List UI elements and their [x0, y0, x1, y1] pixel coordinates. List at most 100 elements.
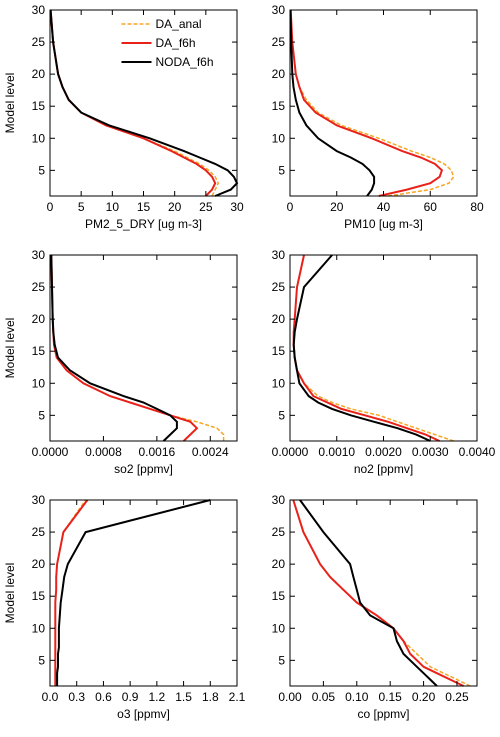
line — [289, 9, 376, 197]
y-tick-label: 5 — [38, 163, 45, 177]
x-tick-label: 0.10 — [345, 690, 369, 704]
line — [49, 9, 239, 197]
y-tick-label: 5 — [278, 653, 285, 667]
y-tick-label: 10 — [32, 376, 46, 390]
x-tick-label: 20 — [168, 200, 182, 214]
line — [292, 254, 454, 442]
y-axis-label: Model level — [3, 563, 17, 624]
y-tick-label: 10 — [32, 131, 46, 145]
x-axis-label: o3 [ppmv] — [117, 707, 170, 721]
x-axis-label: PM10 [ug m-3] — [344, 217, 423, 231]
y-tick-label: 20 — [272, 312, 286, 326]
x-tick-label: 0.3 — [68, 690, 85, 704]
legend-label: DA_anal — [156, 17, 202, 31]
x-tick-label: 0.0024 — [192, 445, 229, 459]
x-tick-label: 15 — [137, 200, 151, 214]
y-tick-label: 30 — [32, 493, 46, 507]
x-tick-label: 0.00 — [278, 690, 302, 704]
x-axis-label: no2 [ppmv] — [354, 462, 413, 476]
line — [50, 254, 178, 442]
x-tick-label: 10 — [106, 200, 120, 214]
x-tick-label: 30 — [230, 200, 244, 214]
line — [292, 254, 441, 442]
y-tick-label: 20 — [32, 557, 46, 571]
x-tick-label: 20 — [330, 200, 344, 214]
plot-frame — [49, 9, 238, 197]
y-tick-label: 5 — [38, 408, 45, 422]
x-tick-label: 60 — [424, 200, 438, 214]
x-tick-label: 0 — [47, 200, 54, 214]
y-tick-label: 5 — [278, 163, 285, 177]
x-tick-label: 0.0040 — [459, 445, 496, 459]
x-tick-label: 0.0016 — [139, 445, 176, 459]
x-tick-label: 0.0020 — [365, 445, 402, 459]
y-axis-label: Model level — [3, 318, 17, 379]
y-tick-label: 5 — [278, 408, 285, 422]
x-tick-label: 0.9 — [122, 690, 139, 704]
legend-label: NODA_f6h — [156, 55, 214, 69]
y-tick-label: 25 — [272, 35, 286, 49]
x-tick-label: 1.5 — [175, 690, 192, 704]
y-tick-label: 10 — [272, 621, 286, 635]
x-tick-label: 0.15 — [378, 690, 402, 704]
x-tick-label: 0 — [287, 200, 294, 214]
y-tick-label: 15 — [272, 99, 286, 113]
x-tick-label: 0.20 — [412, 690, 436, 704]
line — [50, 254, 225, 441]
x-tick-label: 2.1 — [229, 690, 246, 704]
plot-frame — [289, 499, 478, 687]
line — [56, 499, 211, 686]
y-tick-label: 25 — [32, 280, 46, 294]
y-tick-label: 20 — [32, 312, 46, 326]
line — [54, 499, 89, 686]
line — [289, 9, 455, 197]
line — [292, 499, 465, 687]
line — [292, 254, 431, 442]
line — [50, 254, 199, 442]
y-tick-label: 15 — [32, 344, 46, 358]
line — [54, 499, 87, 686]
y-tick-label: 30 — [32, 248, 46, 262]
x-axis-label: PM2_5_DRY [ug m-3] — [85, 217, 202, 231]
plot-frame — [49, 499, 238, 687]
line — [289, 9, 444, 197]
x-tick-label: 0.0008 — [85, 445, 122, 459]
line — [299, 499, 438, 687]
x-tick-label: 0.0000 — [272, 445, 309, 459]
y-tick-label: 10 — [272, 131, 286, 145]
y-tick-label: 20 — [32, 67, 46, 81]
y-tick-label: 20 — [272, 67, 286, 81]
x-tick-label: 40 — [377, 200, 391, 214]
y-tick-label: 25 — [272, 525, 286, 539]
y-tick-label: 30 — [272, 493, 286, 507]
y-tick-label: 10 — [32, 621, 46, 635]
y-tick-label: 30 — [32, 3, 46, 17]
x-tick-label: 0.05 — [312, 690, 336, 704]
y-tick-label: 15 — [32, 589, 46, 603]
y-tick-label: 30 — [272, 248, 286, 262]
x-tick-label: 80 — [470, 200, 484, 214]
x-tick-label: 1.2 — [149, 690, 166, 704]
x-axis-label: co [ppmv] — [357, 707, 409, 721]
x-tick-label: 5 — [78, 200, 85, 214]
x-tick-label: 0.0 — [42, 690, 59, 704]
x-tick-label: 0.0030 — [412, 445, 449, 459]
y-tick-label: 25 — [272, 280, 286, 294]
y-axis-label: Model level — [3, 73, 17, 134]
x-tick-label: 1.8 — [202, 690, 219, 704]
x-tick-label: 25 — [199, 200, 213, 214]
y-tick-label: 15 — [272, 589, 286, 603]
x-axis-label: so2 [ppmv] — [114, 462, 173, 476]
x-tick-label: 0.0000 — [32, 445, 69, 459]
y-tick-label: 5 — [38, 653, 45, 667]
y-tick-label: 25 — [32, 35, 46, 49]
x-tick-label: 0.25 — [445, 690, 469, 704]
y-tick-label: 15 — [272, 344, 286, 358]
y-tick-label: 25 — [32, 525, 46, 539]
legend-label: DA_f6h — [156, 36, 196, 50]
x-tick-label: 0.0010 — [318, 445, 355, 459]
plot-frame — [289, 254, 478, 442]
y-tick-label: 30 — [272, 3, 286, 17]
plot-frame — [49, 254, 238, 442]
